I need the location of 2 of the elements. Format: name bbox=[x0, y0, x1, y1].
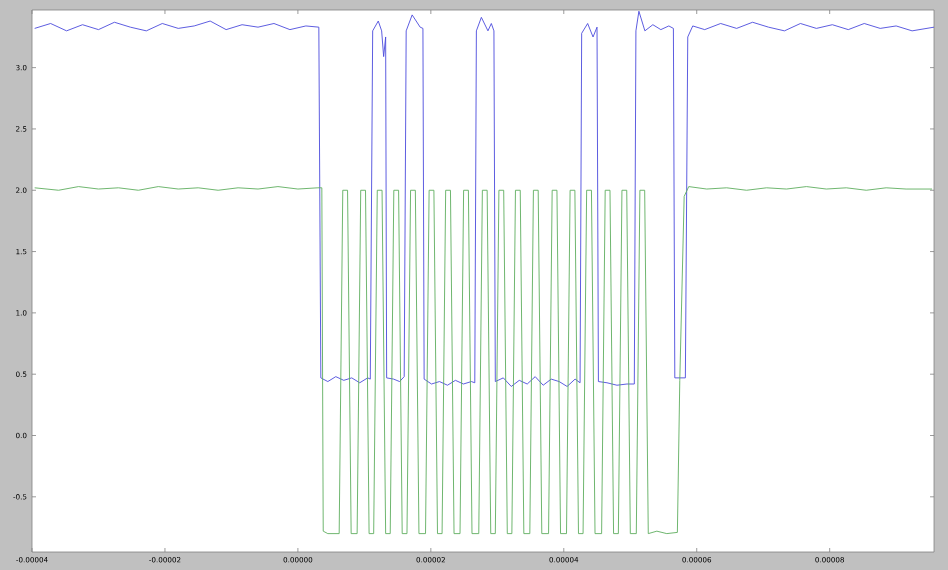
line-series bbox=[34, 10, 935, 387]
line-series bbox=[34, 186, 933, 535]
